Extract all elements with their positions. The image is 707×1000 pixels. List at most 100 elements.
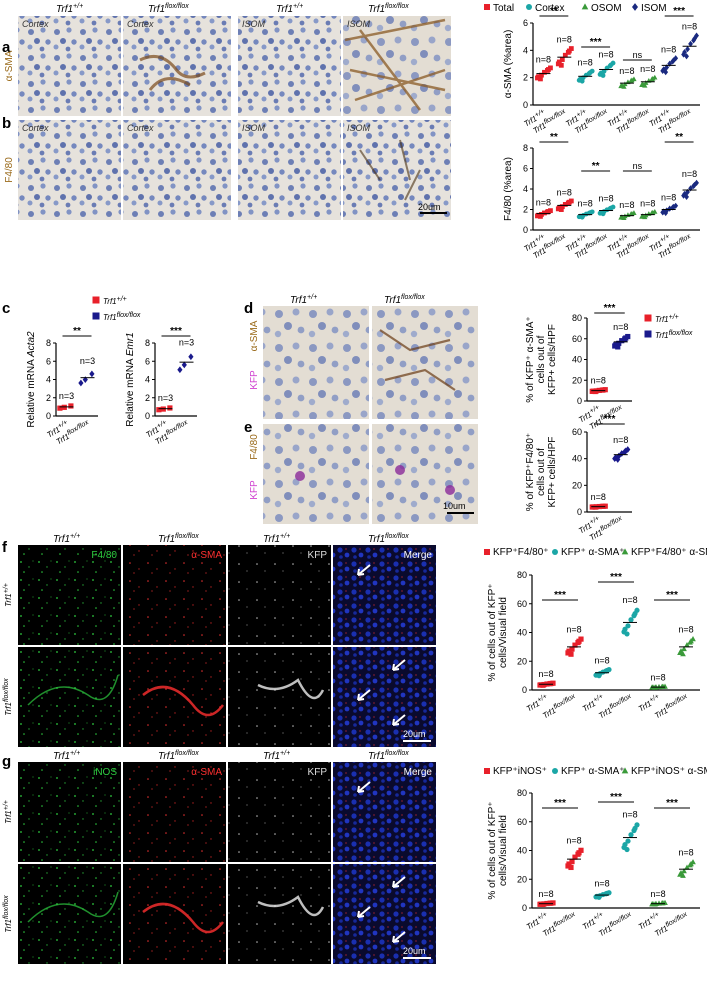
data-point — [629, 77, 635, 83]
arrow-marker — [357, 781, 371, 793]
panel-letter-a: a — [2, 39, 11, 56]
data-point — [680, 872, 686, 878]
y-tick-label: 2 — [523, 205, 528, 215]
data-point — [538, 213, 543, 219]
micrograph-a1 — [18, 16, 121, 116]
fluorescence-image — [333, 545, 436, 645]
row-genotype-label: Trf1flox/flox — [3, 895, 13, 933]
data-point — [623, 447, 629, 455]
y-axis-label-line: % of KFP⁺F4/80⁺ — [525, 433, 536, 511]
chart-e: 0 20 40 60 % of KFP⁺F4/80⁺ cells out of KFP+ c… — [525, 414, 632, 542]
data-point — [596, 673, 602, 679]
y-axis-label-line: KFP+ cells/HPF — [547, 324, 558, 395]
data-point — [576, 850, 582, 856]
data-point — [572, 854, 578, 860]
data-point — [616, 340, 622, 346]
y-tick-label: 8 — [46, 338, 51, 348]
data-point — [583, 211, 589, 217]
fluorescence-image — [123, 762, 226, 862]
de-header-wt: Trf1+/+ — [290, 294, 317, 306]
data-point — [628, 617, 634, 623]
data-point — [558, 207, 564, 212]
y-axis-label-line: KFP+ cells/HPF — [547, 437, 558, 508]
data-point — [566, 199, 572, 205]
data-point — [681, 868, 687, 874]
data-point — [685, 46, 690, 53]
y-tick-label: 0 — [46, 411, 51, 421]
legend-marker — [526, 4, 532, 10]
y-tick-label: 20 — [517, 656, 527, 666]
legend-label: Total — [493, 3, 514, 14]
data-point — [625, 838, 631, 844]
panel-a-micrographs: Cortex Cortex ISOM ISOM α-SMA — [4, 16, 451, 116]
significance-label: ns — [633, 50, 643, 60]
de-micrographs: Trf1+/+ Trf1flox/flox α-SMA KFP F4/80 KF… — [249, 294, 478, 524]
data-point — [681, 51, 686, 58]
signal-structure — [27, 674, 119, 706]
data-point — [540, 901, 546, 908]
n-label: n=8 — [661, 44, 676, 54]
de-header-ko: Trf1flox/flox — [384, 294, 425, 306]
micrograph-b4 — [343, 120, 451, 220]
fluorescence-image — [333, 864, 436, 964]
data-point — [671, 203, 677, 210]
y-tick-label: 20 — [572, 480, 582, 490]
stain-label-b: F4/80 — [4, 157, 15, 183]
micrograph-b3 — [238, 120, 341, 220]
y-tick-label: 0 — [522, 903, 527, 913]
n-label: n=8 — [650, 889, 665, 899]
data-point — [621, 215, 627, 221]
y-tick-label: 80 — [517, 570, 527, 580]
row-genotype-label: Trf1+/+ — [3, 583, 13, 607]
y-axis-label: Relative mRNA Emr1 — [125, 332, 136, 426]
n-label: n=8 — [594, 655, 609, 665]
data-point — [592, 388, 598, 395]
legend-marker — [644, 314, 652, 322]
panel-letter-d: d — [244, 300, 253, 317]
y-tick-label: 20 — [572, 375, 582, 385]
data-point — [68, 403, 74, 409]
legend-label: KFP⁺F4/80⁺ — [493, 547, 549, 558]
kfp-label-e: KFP — [249, 480, 260, 500]
data-point — [559, 204, 565, 210]
y-tick-label: 60 — [517, 599, 527, 609]
data-point — [688, 638, 694, 644]
data-point — [572, 642, 578, 648]
legend-label: ISOM — [641, 3, 667, 14]
region-label: ISOM — [347, 19, 371, 29]
data-point — [688, 185, 693, 192]
n-label: n=8 — [578, 58, 593, 68]
n-label: n=3 — [179, 337, 194, 347]
data-point — [671, 57, 677, 64]
y-axis-label-line: cells/Visual field — [498, 597, 509, 668]
y-tick-label: 80 — [572, 313, 582, 323]
data-point — [684, 642, 690, 648]
stain-label-d: α-SMA — [249, 320, 260, 351]
y-tick-label: 2 — [46, 393, 51, 403]
data-point — [682, 48, 687, 56]
y-tick-label: 40 — [572, 355, 582, 365]
y-tick-label: 60 — [572, 427, 582, 437]
data-point — [600, 211, 606, 217]
fluorescence-image — [123, 864, 226, 964]
n-label: n=8 — [594, 878, 609, 888]
scale-label: 20um — [403, 946, 426, 956]
data-point — [587, 70, 593, 75]
legend-marker — [552, 549, 558, 555]
data-point — [688, 861, 694, 867]
stain-label-e: F4/80 — [249, 434, 260, 460]
legend-label: KFP⁺iNOS⁺ — [493, 766, 547, 777]
y-tick-label: 0 — [522, 685, 527, 695]
data-point — [667, 205, 673, 212]
data-point — [667, 60, 673, 67]
scale-label: 20um — [403, 729, 426, 739]
data-point — [608, 205, 614, 211]
data-point — [663, 68, 669, 76]
y-tick-label: 6 — [523, 164, 528, 174]
panel-g-images: Trf1+/+ Trf1flox/flox Trf1+/+ Trf1flox/flox… — [3, 750, 436, 964]
data-point — [78, 379, 84, 387]
arrow-marker — [357, 906, 371, 918]
n-label: n=8 — [598, 49, 613, 59]
significance-label: ** — [675, 132, 683, 143]
